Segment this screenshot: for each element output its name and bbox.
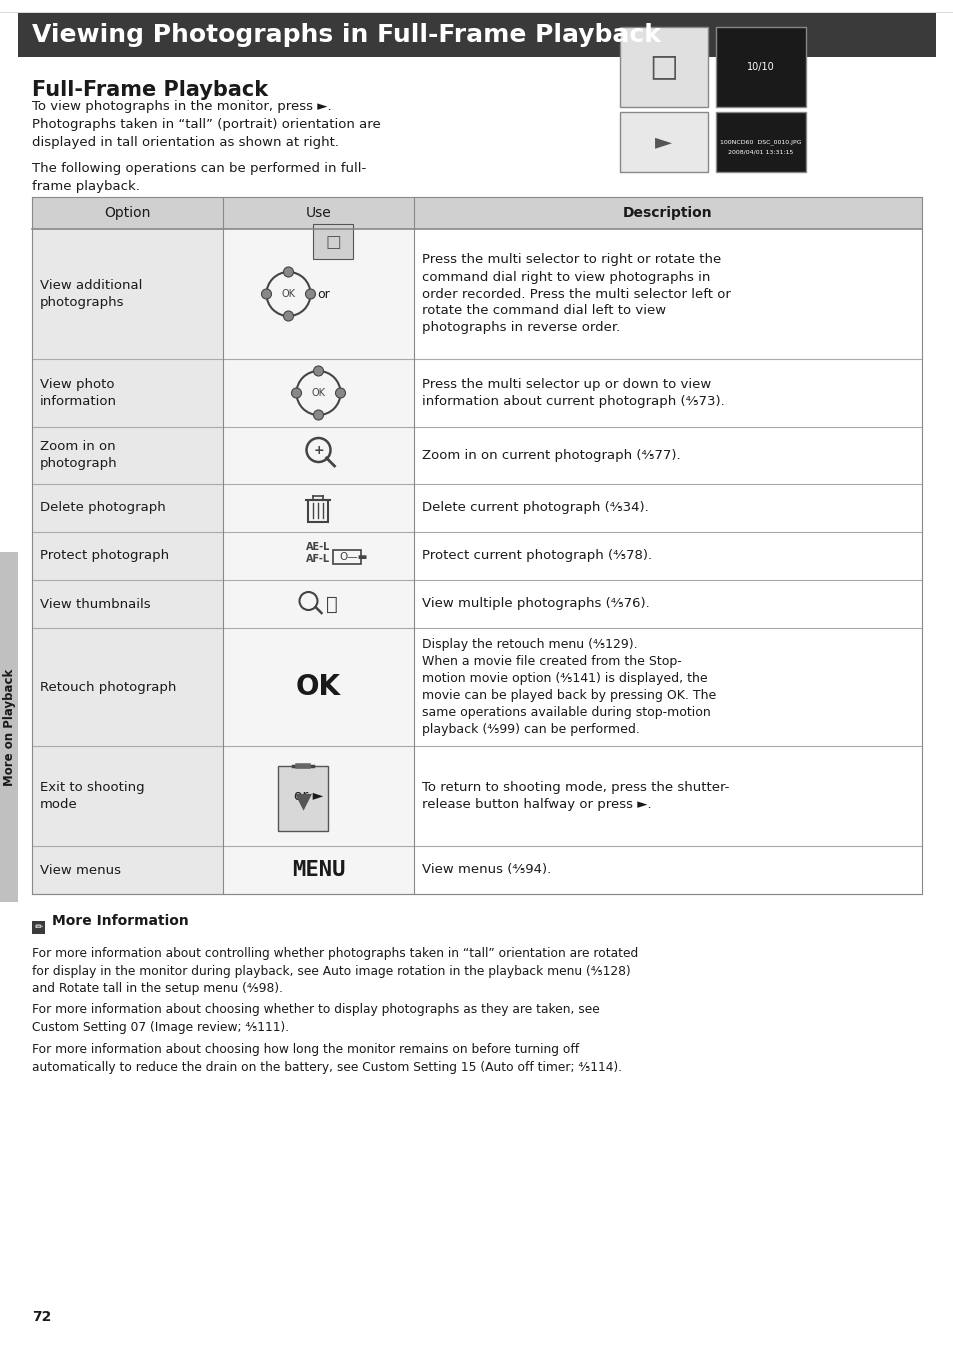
FancyBboxPatch shape — [716, 27, 805, 107]
Text: Exit to shooting
mode: Exit to shooting mode — [40, 781, 145, 811]
Bar — [414, 627, 921, 746]
Bar — [223, 746, 414, 846]
Text: ▼: ▼ — [294, 791, 312, 811]
Text: MENU: MENU — [292, 860, 345, 880]
Text: To view photographs in the monitor, press ►.
Photographs taken in “tall” (portra: To view photographs in the monitor, pres… — [32, 100, 380, 149]
Text: OK: OK — [281, 289, 295, 299]
FancyBboxPatch shape — [619, 27, 707, 107]
Text: Description: Description — [622, 206, 712, 220]
Bar — [32, 846, 223, 894]
Bar — [414, 228, 921, 360]
Text: O—▬: O—▬ — [339, 552, 368, 562]
Text: For more information about controlling whether photographs taken in “tall” orien: For more information about controlling w… — [32, 946, 638, 995]
Bar — [223, 627, 414, 746]
Text: More on Playback: More on Playback — [3, 668, 15, 786]
Text: Zoom in on
photograph: Zoom in on photograph — [40, 441, 117, 470]
Text: OK: OK — [295, 673, 340, 700]
Bar — [32, 746, 223, 846]
Text: Protect photograph: Protect photograph — [40, 549, 169, 562]
Circle shape — [314, 366, 323, 376]
Bar — [414, 746, 921, 846]
Bar — [414, 484, 921, 531]
Bar — [223, 531, 414, 580]
FancyBboxPatch shape — [716, 112, 805, 172]
Bar — [414, 427, 921, 484]
Bar — [414, 531, 921, 580]
Text: Delete photograph: Delete photograph — [40, 502, 166, 515]
Text: To return to shooting mode, press the shutter-
release button halfway or press ►: To return to shooting mode, press the sh… — [421, 781, 729, 811]
Text: Zoom in on current photograph (⅘77).: Zoom in on current photograph (⅘77). — [421, 449, 679, 462]
Bar — [32, 427, 223, 484]
FancyBboxPatch shape — [619, 112, 707, 172]
Bar — [414, 580, 921, 627]
Bar — [32, 627, 223, 746]
Text: 100NCD60  DSC_0010.JPG: 100NCD60 DSC_0010.JPG — [720, 139, 801, 145]
Bar — [32, 484, 223, 531]
Circle shape — [335, 388, 345, 397]
Text: View multiple photographs (⅘76).: View multiple photographs (⅘76). — [421, 598, 649, 611]
Bar — [32, 921, 45, 934]
Bar — [414, 846, 921, 894]
Text: AE-L
AF-L: AE-L AF-L — [306, 542, 331, 564]
Text: ✏: ✏ — [34, 922, 43, 932]
Text: +: + — [313, 443, 323, 457]
Text: View menus: View menus — [40, 864, 121, 876]
Text: View photo
information: View photo information — [40, 379, 117, 408]
Bar — [32, 580, 223, 627]
Text: □: □ — [649, 53, 678, 81]
Bar — [223, 580, 414, 627]
Text: or ►: or ► — [294, 790, 323, 803]
FancyBboxPatch shape — [18, 14, 935, 57]
Bar — [414, 360, 921, 427]
Text: View menus (⅘94).: View menus (⅘94). — [421, 864, 551, 876]
Text: Viewing Photographs in Full-Frame Playback: Viewing Photographs in Full-Frame Playba… — [32, 23, 660, 47]
Text: For more information about choosing how long the monitor remains on before turni: For more information about choosing how … — [32, 1042, 621, 1073]
Bar — [32, 228, 223, 360]
Bar — [223, 846, 414, 894]
Circle shape — [314, 410, 323, 420]
Text: Use: Use — [305, 206, 331, 220]
Bar — [308, 500, 328, 522]
Bar — [0, 552, 18, 902]
Bar — [223, 427, 414, 484]
Circle shape — [283, 266, 294, 277]
Text: Protect current photograph (⅘78).: Protect current photograph (⅘78). — [421, 549, 652, 562]
Bar — [32, 197, 921, 228]
Text: View thumbnails: View thumbnails — [40, 598, 151, 611]
Text: More Information: More Information — [52, 914, 189, 927]
Text: Display the retouch menu (⅘129).
When a movie file created from the Stop-
motion: Display the retouch menu (⅘129). When a … — [421, 638, 716, 735]
Text: Full-Frame Playback: Full-Frame Playback — [32, 80, 268, 100]
Circle shape — [292, 388, 301, 397]
Bar — [223, 484, 414, 531]
Text: Delete current photograph (⅘34).: Delete current photograph (⅘34). — [421, 502, 648, 515]
Text: 10/10: 10/10 — [746, 62, 774, 72]
Text: The following operations can be performed in full-
frame playback.: The following operations can be performe… — [32, 162, 366, 193]
Text: □: □ — [325, 233, 341, 251]
Text: ►: ► — [655, 132, 672, 151]
Text: 72: 72 — [32, 1310, 51, 1324]
Text: Option: Option — [104, 206, 151, 220]
Text: For more information about choosing whether to display photographs as they are t: For more information about choosing whet… — [32, 1003, 599, 1033]
Text: Press the multi selector to right or rotate the
command dial right to view photo: Press the multi selector to right or rot… — [421, 254, 730, 334]
Bar — [278, 767, 328, 831]
Text: ⯀: ⯀ — [326, 595, 338, 614]
Bar — [314, 224, 354, 260]
Circle shape — [283, 311, 294, 320]
Circle shape — [305, 289, 315, 299]
Bar — [223, 228, 414, 360]
Circle shape — [261, 289, 272, 299]
Text: OK: OK — [312, 388, 325, 397]
Bar — [32, 531, 223, 580]
Bar — [32, 360, 223, 427]
Text: Press the multi selector up or down to view
information about current photograph: Press the multi selector up or down to v… — [421, 379, 724, 408]
Text: 2008/04/01 13:31:15: 2008/04/01 13:31:15 — [727, 150, 793, 154]
Text: or: or — [316, 288, 330, 300]
Bar — [223, 360, 414, 427]
Text: View additional
photographs: View additional photographs — [40, 279, 142, 310]
Text: Retouch photograph: Retouch photograph — [40, 680, 176, 694]
Bar — [334, 550, 361, 564]
